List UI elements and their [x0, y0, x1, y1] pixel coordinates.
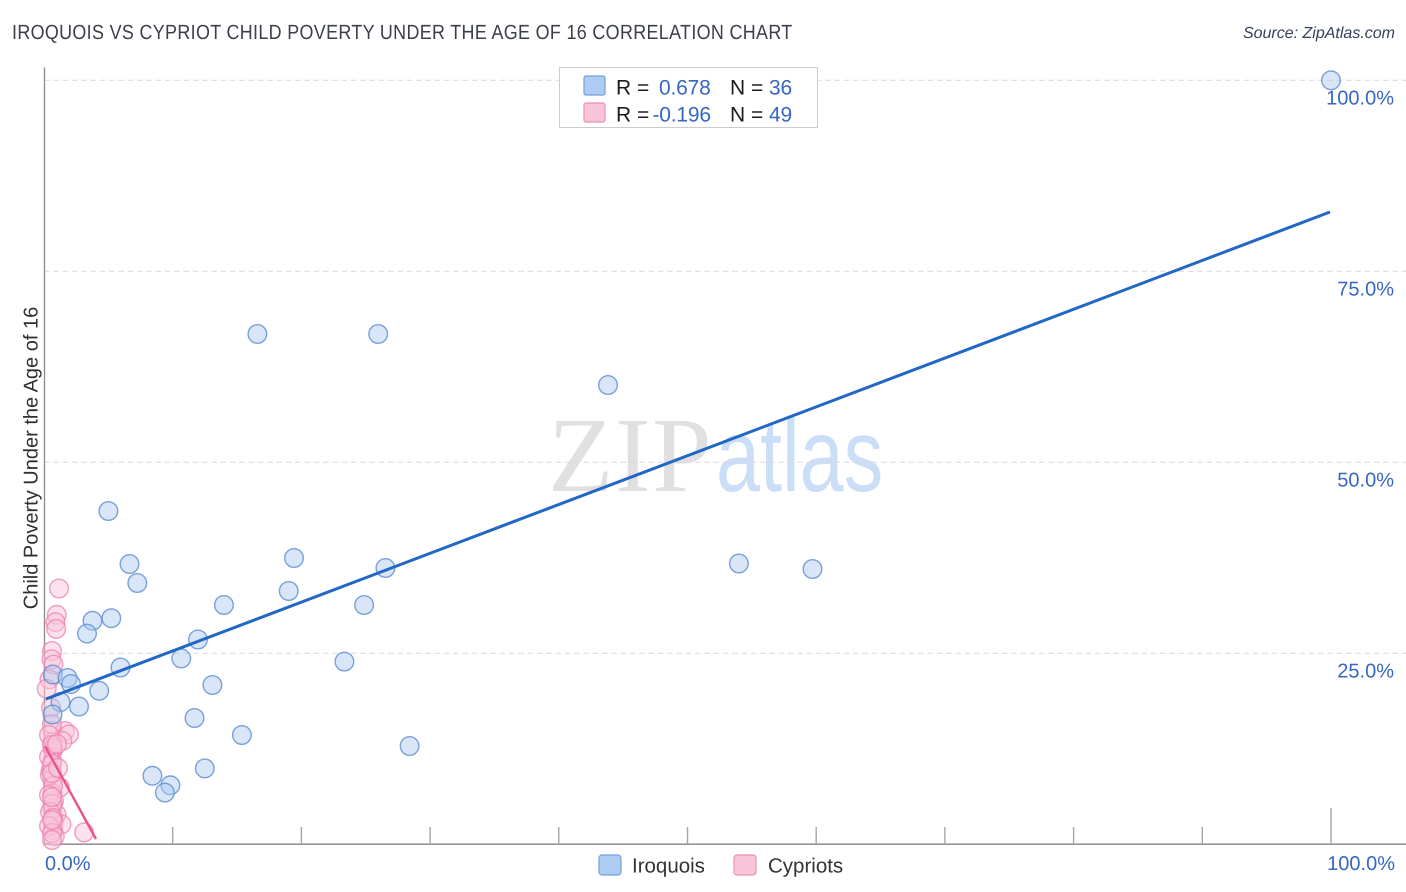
svg-text:Child Poverty Under the Age of: Child Poverty Under the Age of 16	[21, 307, 43, 609]
svg-text:0.0%: 0.0%	[45, 853, 91, 875]
svg-text:R =: R =	[616, 104, 649, 127]
svg-text:25.0%: 25.0%	[1337, 660, 1394, 682]
svg-text:Source: ZipAtlas.com: Source: ZipAtlas.com	[1243, 25, 1395, 42]
svg-text:75.0%: 75.0%	[1337, 278, 1394, 300]
svg-text:Cypriots: Cypriots	[768, 855, 843, 878]
svg-text:atlas: atlas	[716, 398, 883, 514]
svg-text:0.678: 0.678	[659, 77, 711, 100]
svg-text:N =: N =	[730, 77, 763, 100]
svg-text:50.0%: 50.0%	[1337, 469, 1394, 491]
svg-text:R =: R =	[616, 77, 649, 100]
svg-text:N =: N =	[730, 104, 763, 127]
svg-text:-0.196: -0.196	[653, 104, 711, 127]
svg-text:100.0%: 100.0%	[1326, 88, 1394, 110]
svg-text:IROQUOIS VS CYPRIOT CHILD POVE: IROQUOIS VS CYPRIOT CHILD POVERTY UNDER …	[12, 21, 793, 44]
svg-text:Iroquois: Iroquois	[632, 855, 705, 878]
svg-text:100.0%: 100.0%	[1327, 853, 1395, 875]
svg-text:49: 49	[769, 104, 792, 127]
svg-text:36: 36	[769, 77, 792, 100]
